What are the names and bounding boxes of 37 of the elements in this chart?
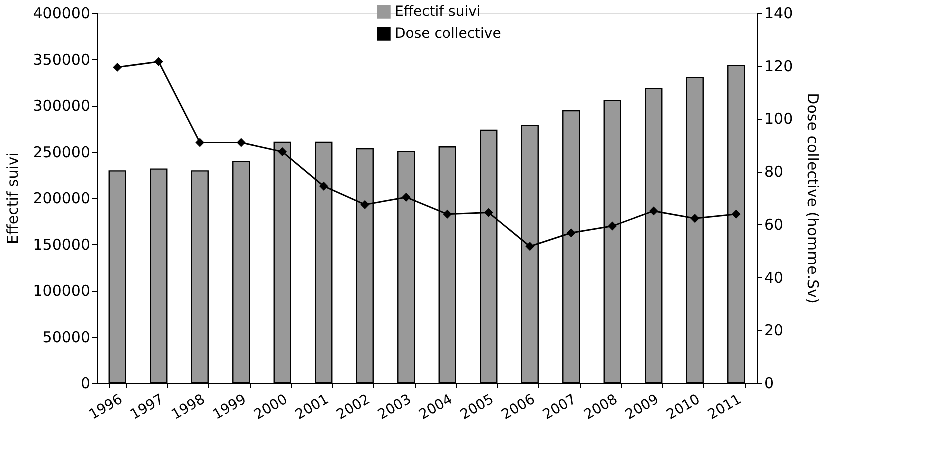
point — [566, 228, 576, 238]
point — [319, 182, 328, 191]
point — [649, 206, 658, 216]
legend-label: Dose collective — [395, 26, 502, 42]
y2-tick-label: 20 — [764, 322, 784, 340]
y2-tick-label: 0 — [764, 374, 774, 392]
y2-tick-label: 60 — [764, 216, 784, 234]
y-tick-label: 200000 — [33, 190, 90, 208]
y-tick-label: 350000 — [33, 50, 90, 69]
y-tick-label: 250000 — [33, 143, 90, 162]
y-tick-label: 150000 — [33, 236, 90, 254]
y-tick-label: 300000 — [33, 97, 90, 115]
legend-label: Effectif suivi — [395, 4, 481, 20]
point — [360, 200, 370, 210]
point — [526, 242, 535, 252]
y-tick-label: 100000 — [33, 282, 90, 300]
point — [196, 138, 205, 148]
point — [608, 222, 618, 231]
y-tick-label: 400000 — [33, 4, 90, 22]
point — [484, 208, 494, 218]
point — [690, 214, 700, 224]
point — [236, 138, 246, 148]
y-tick-label: 50000 — [42, 328, 90, 346]
y2-tick-label: 80 — [764, 163, 784, 182]
point — [443, 210, 452, 219]
y2-tick-label: 140 — [764, 4, 794, 22]
y2-tick-label: 40 — [764, 268, 784, 287]
y-axis-title: Effectif suivi — [4, 152, 22, 244]
point — [113, 62, 122, 72]
y-tick-label: 0 — [80, 374, 90, 392]
point — [732, 210, 741, 219]
y2-axis-title: Dose collective (homme.Sv) — [804, 93, 822, 304]
point — [278, 148, 288, 156]
y2-tick-label: 100 — [764, 110, 794, 128]
point — [154, 57, 164, 66]
y2-tick-label: 120 — [764, 57, 794, 76]
point — [402, 193, 411, 202]
